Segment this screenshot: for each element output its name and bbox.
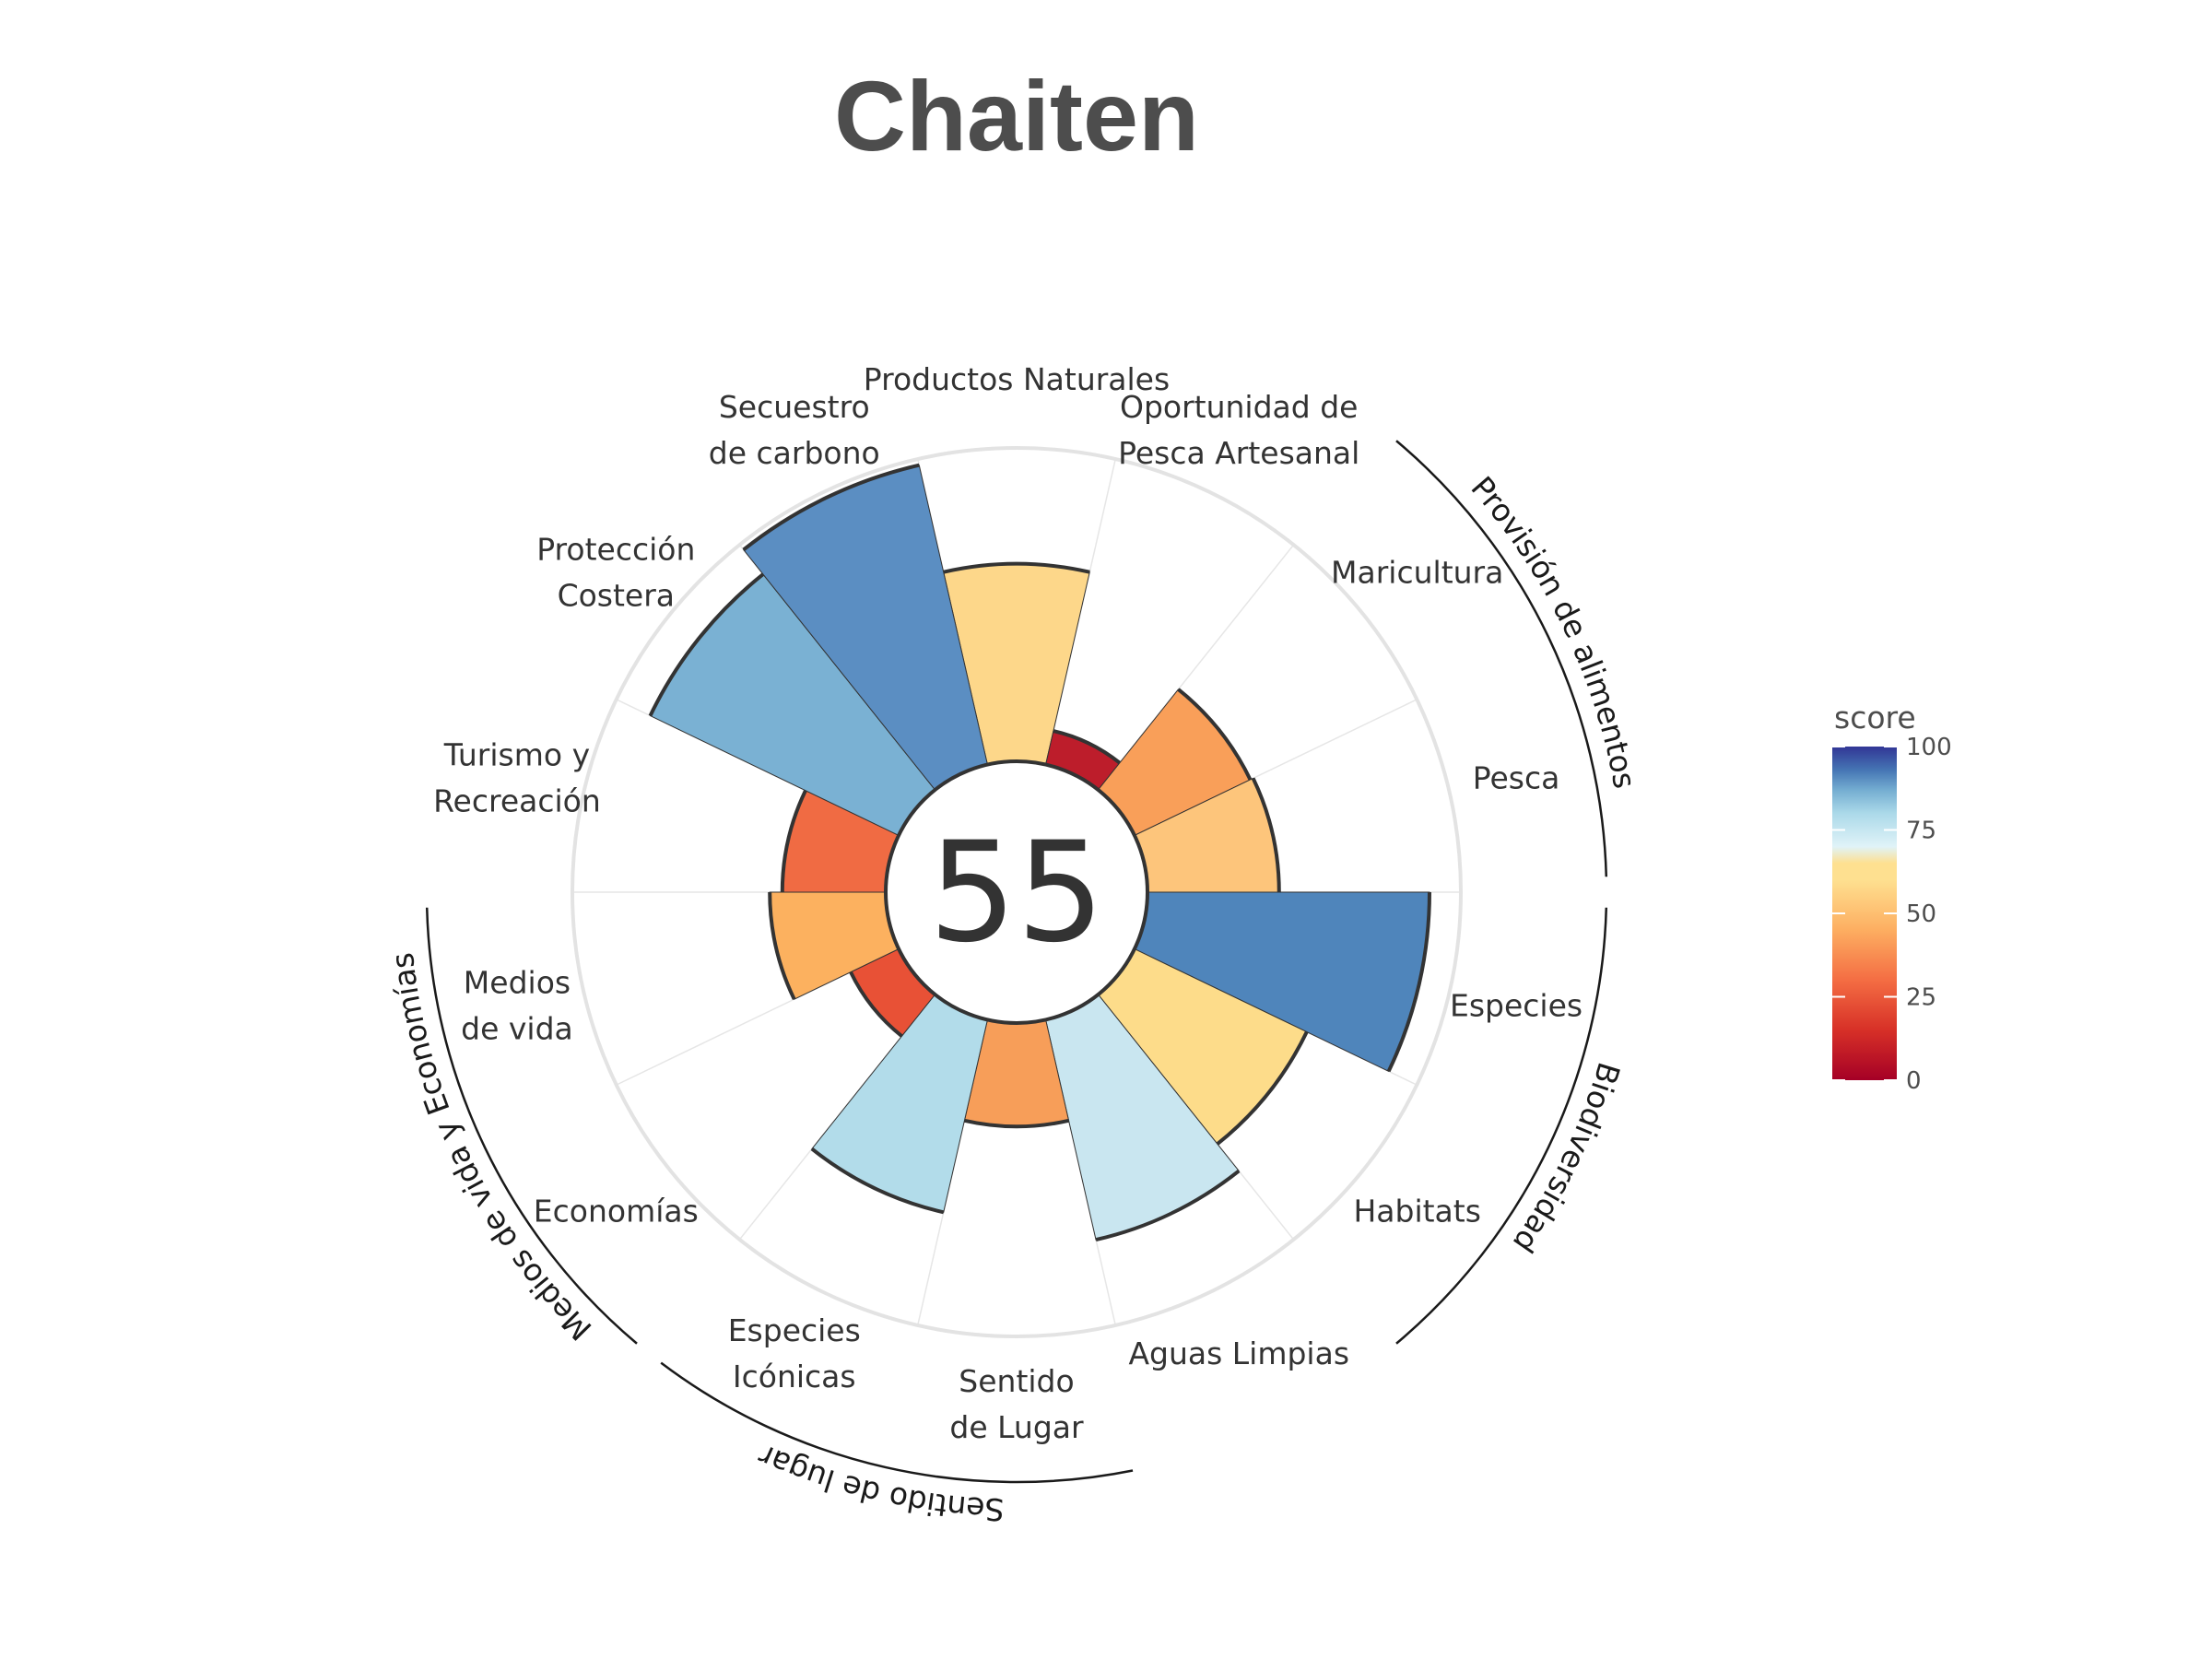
- petal-outline: [648, 572, 765, 717]
- category-label: Aguas Limpias: [1128, 1335, 1349, 1371]
- group-arc: [660, 1361, 1134, 1484]
- category-label: Medios de vida: [461, 965, 573, 1047]
- category-label: Habitats: [1353, 1194, 1480, 1230]
- group-label: Sentido de lugar: [752, 1437, 1005, 1527]
- center-score: 55: [929, 813, 1105, 973]
- petal-outline: [1177, 688, 1253, 781]
- category-label: Turismo y Recreación: [433, 736, 601, 818]
- center-disk: [884, 759, 1149, 1025]
- petal-outline: [943, 561, 1090, 574]
- outer-grid-circle: [571, 446, 1463, 1338]
- group-arc: [1395, 440, 1608, 877]
- category-label: Especies Icónicas: [728, 1312, 861, 1394]
- petal-outline: [810, 1147, 945, 1215]
- group-arc: [425, 907, 638, 1345]
- petal-outline: [780, 789, 807, 893]
- legend-tick-label: 75: [1906, 818, 1936, 845]
- legend: score 0 25 50 75 100: [1832, 700, 1952, 1095]
- petal-outline: [963, 1118, 1070, 1129]
- group-arc: [1395, 907, 1608, 1345]
- legend-tick-label: 50: [1906, 900, 1936, 928]
- category-label: Maricultura: [1331, 554, 1503, 590]
- petal-outline: [742, 463, 920, 552]
- petal-outline: [1053, 729, 1122, 765]
- legend-tick-label: 0: [1906, 1067, 1922, 1095]
- petal-outline: [1216, 1030, 1309, 1146]
- category-label: Sentido de Lugar: [949, 1363, 1084, 1445]
- category-label: Protección Costera: [536, 531, 695, 613]
- legend-tick-label: 100: [1906, 734, 1952, 761]
- petal-outline: [849, 971, 903, 1038]
- petal-outline: [768, 891, 796, 1001]
- petal-outline: [1386, 891, 1431, 1073]
- category-label: Productos Naturales: [864, 361, 1170, 397]
- category-label: Pesca: [1473, 759, 1560, 795]
- legend-tick-label: 25: [1906, 984, 1936, 1012]
- category-label: Especies: [1450, 988, 1583, 1024]
- category-label: Secuestro de carbono: [709, 389, 880, 471]
- group-label: Provisión de alimentos: [1464, 469, 1642, 791]
- petal-outline: [1095, 1169, 1241, 1242]
- legend-title: score: [1834, 700, 1916, 735]
- petal-outline: [1251, 777, 1281, 893]
- category-label: Oportunidad de Pesca Artesanal: [1118, 389, 1359, 471]
- category-label: Economías: [534, 1194, 699, 1230]
- group-label: Biodiversidad: [1506, 1058, 1628, 1259]
- chart-title: Chaiten: [834, 60, 1199, 171]
